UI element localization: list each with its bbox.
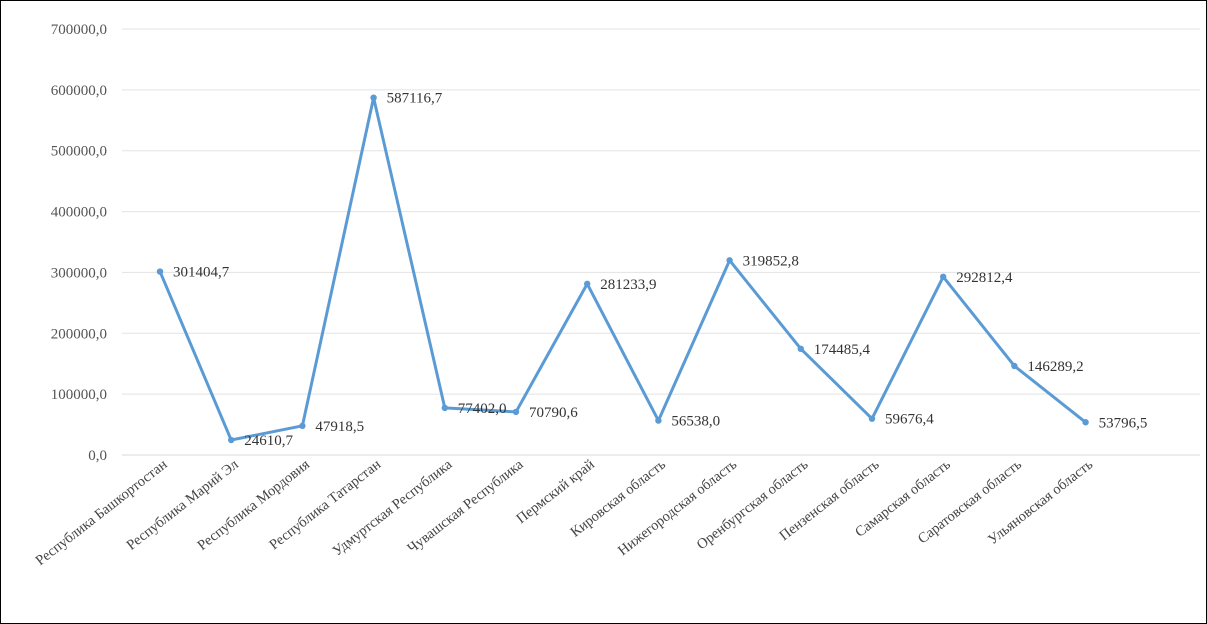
- y-tick-label: 400000,0: [51, 205, 107, 221]
- data-point: [512, 408, 520, 416]
- data-point: [156, 268, 164, 275]
- x-category-label: Удмуртская Республика: [330, 456, 456, 559]
- x-category-label: Чувашская Республика: [405, 456, 527, 556]
- y-tick-label: 700000,0: [51, 22, 107, 38]
- data-label: 301404,7: [173, 265, 230, 281]
- y-tick-label: 0,0: [88, 448, 107, 464]
- data-label: 59676,4: [885, 412, 934, 428]
- data-label: 587116,7: [387, 91, 443, 107]
- data-point: [370, 94, 377, 101]
- data-point: [1082, 419, 1089, 426]
- data-label: 56538,0: [671, 414, 720, 430]
- data-label: 146289,2: [1027, 359, 1083, 375]
- data-label: 292812,4: [956, 270, 1013, 286]
- data-point: [228, 436, 235, 444]
- x-category-label: Нижегородская область: [615, 456, 740, 559]
- y-tick-label: 300000,0: [51, 265, 107, 281]
- data-point: [441, 404, 448, 412]
- series-line: [158, 96, 1088, 442]
- x-category-label: Республика Башкортостан: [33, 456, 171, 569]
- data-point: [797, 345, 804, 353]
- data-point: [726, 257, 733, 264]
- data-point: [868, 415, 876, 422]
- data-label: 24610,7: [244, 433, 293, 449]
- data-point: [940, 273, 947, 281]
- data-label: 174485,4: [814, 342, 871, 358]
- y-tick-label: 500000,0: [51, 144, 107, 160]
- data-label: 47918,5: [315, 419, 364, 435]
- data-point: [1011, 362, 1018, 370]
- data-point: [299, 422, 306, 430]
- data-point: [584, 280, 591, 288]
- data-label: 319852,8: [743, 253, 799, 269]
- y-tick-label: 100000,0: [51, 387, 107, 403]
- data-label: 70790,6: [529, 405, 578, 421]
- data-label: 281233,9: [600, 277, 656, 293]
- y-tick-label: 600000,0: [51, 83, 107, 99]
- data-label: 77402,0: [458, 401, 507, 417]
- data-point: [655, 417, 662, 424]
- data-label: 53796,5: [1099, 415, 1148, 431]
- y-tick-label: 200000,0: [51, 326, 107, 342]
